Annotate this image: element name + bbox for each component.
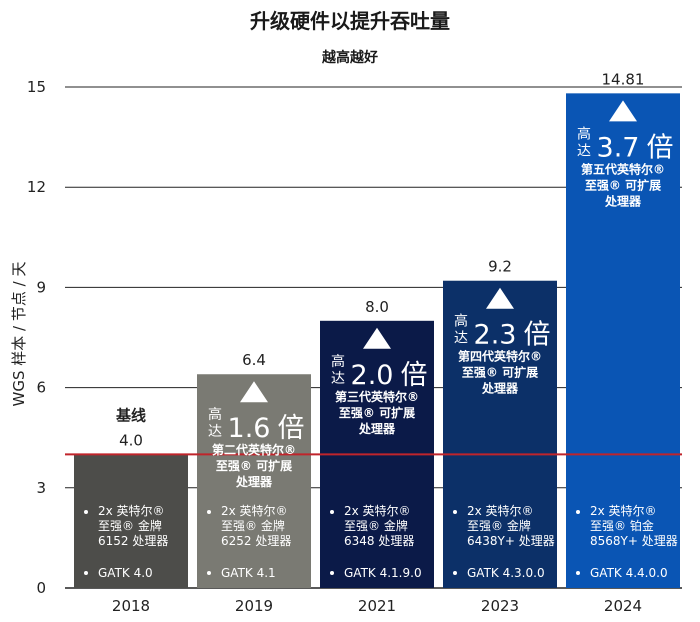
software-label: GATK 4.1.9.0: [344, 566, 422, 580]
x-tick-label: 2019: [235, 597, 273, 615]
up-arrow-icon: [240, 381, 268, 403]
value-label: 6.4: [242, 351, 266, 369]
software-label: GATK 4.0: [98, 566, 153, 580]
hardware-label: 2x 英特尔®: [467, 503, 534, 518]
cpu-generation-label: 第四代英特尔®: [458, 349, 542, 364]
x-tick-label: 2024: [604, 597, 642, 615]
y-tick-label: 12: [27, 178, 46, 196]
hardware-label: 至强® 金牌: [344, 518, 408, 533]
chart-title: 升级硬件以提升吞吐量: [250, 9, 450, 33]
cpu-generation-label: 处理器: [604, 193, 642, 208]
bullet-icon: [84, 571, 88, 575]
hardware-label: 8568Y+ 处理器: [590, 534, 678, 548]
gain-unit: 倍: [401, 360, 428, 391]
hardware-label: 2x 英特尔®: [221, 503, 288, 518]
bar-2018: [74, 454, 188, 588]
baseline-marker: 基线: [65, 406, 682, 456]
gain-prefix: 达: [208, 424, 222, 440]
gain-prefix: 高: [331, 353, 345, 370]
gain-prefix: 达: [331, 371, 345, 387]
gain-prefix: 高: [577, 125, 591, 142]
value-label: 9.2: [488, 258, 512, 276]
hardware-label: 6152 处理器: [98, 534, 168, 548]
bullet-icon: [576, 510, 580, 514]
gain-prefix: 高: [208, 406, 222, 423]
baseline-label: 基线: [115, 406, 146, 424]
hardware-label: 至强® 金牌: [98, 518, 162, 533]
gain-unit: 倍: [647, 132, 674, 163]
cpu-generation-label: 第二代英特尔®: [212, 442, 296, 457]
cpu-generation-label: 至强® 可扩展: [216, 458, 292, 473]
up-arrow-icon: [363, 327, 391, 349]
hardware-label: 2x 英特尔®: [98, 503, 165, 518]
bullet-icon: [576, 571, 580, 575]
value-label: 14.81: [602, 70, 645, 88]
bullet-icon: [453, 510, 457, 514]
x-axis-ticks: 2018 2019 2021 2023 2024: [112, 597, 642, 615]
cpu-generation-label: 处理器: [235, 474, 273, 489]
x-tick-label: 2018: [112, 597, 150, 615]
gain-unit: 倍: [524, 320, 551, 351]
gain-number: 2.0: [351, 360, 394, 391]
up-arrow-icon: [609, 100, 637, 122]
bullet-icon: [84, 510, 88, 514]
chart-subtitle: 越高越好: [321, 49, 378, 66]
cpu-generation-label: 至强® 可扩展: [462, 365, 538, 380]
hardware-label: 2x 英特尔®: [590, 503, 657, 518]
bullet-icon: [453, 571, 457, 575]
y-tick-label: 3: [36, 479, 46, 497]
bullet-icon: [330, 510, 334, 514]
hardware-label: 6348 处理器: [344, 534, 414, 548]
bar-2019: [197, 374, 311, 588]
cpu-generation-label: 第五代英特尔®: [581, 161, 665, 176]
bar-2023: [443, 280, 557, 588]
gain-number: 2.3: [474, 320, 517, 351]
y-tick-label: 6: [36, 379, 46, 397]
bar-2024: [566, 93, 680, 588]
y-axis-ticks: 0 3 6 9 12 15: [27, 78, 46, 597]
hardware-label: 2x 英特尔®: [344, 503, 411, 518]
hardware-label: 至强® 金牌: [467, 518, 531, 533]
y-tick-label: 9: [36, 278, 46, 296]
cpu-generation-label: 处理器: [358, 421, 396, 436]
x-tick-label: 2021: [358, 597, 396, 615]
gain-prefix: 达: [454, 331, 468, 347]
bullet-icon: [207, 571, 211, 575]
cpu-generation-label: 至强® 可扩展: [585, 177, 661, 192]
x-tick-label: 2023: [481, 597, 519, 615]
gain-number: 3.7: [597, 132, 640, 163]
bullet-icon: [330, 571, 334, 575]
hardware-label: 至强® 铂金: [590, 518, 654, 533]
hardware-label: 至强® 金牌: [221, 518, 285, 533]
hardware-label: 6438Y+ 处理器: [467, 534, 555, 548]
y-tick-label: 0: [36, 579, 46, 597]
y-tick-label: 15: [27, 78, 46, 96]
software-label: GATK 4.4.0.0: [590, 566, 668, 580]
gain-number: 1.6: [228, 413, 271, 444]
bullet-icon: [207, 510, 211, 514]
gain-prefix: 达: [577, 143, 591, 159]
hardware-label: 6252 处理器: [221, 534, 291, 548]
cpu-generation-label: 第三代英特尔®: [335, 389, 419, 404]
y-axis-label: WGS 样本 / 节点 / 天: [10, 262, 28, 407]
value-label: 8.0: [365, 298, 389, 316]
software-label: GATK 4.3.0.0: [467, 566, 545, 580]
cpu-generation-label: 至强® 可扩展: [339, 405, 415, 420]
up-arrow-icon: [486, 287, 514, 309]
cpu-generation-label: 处理器: [481, 381, 519, 396]
gain-prefix: 高: [454, 313, 468, 330]
gain-unit: 倍: [278, 413, 305, 444]
software-label: GATK 4.1: [221, 566, 276, 580]
value-label: 4.0: [119, 431, 143, 449]
